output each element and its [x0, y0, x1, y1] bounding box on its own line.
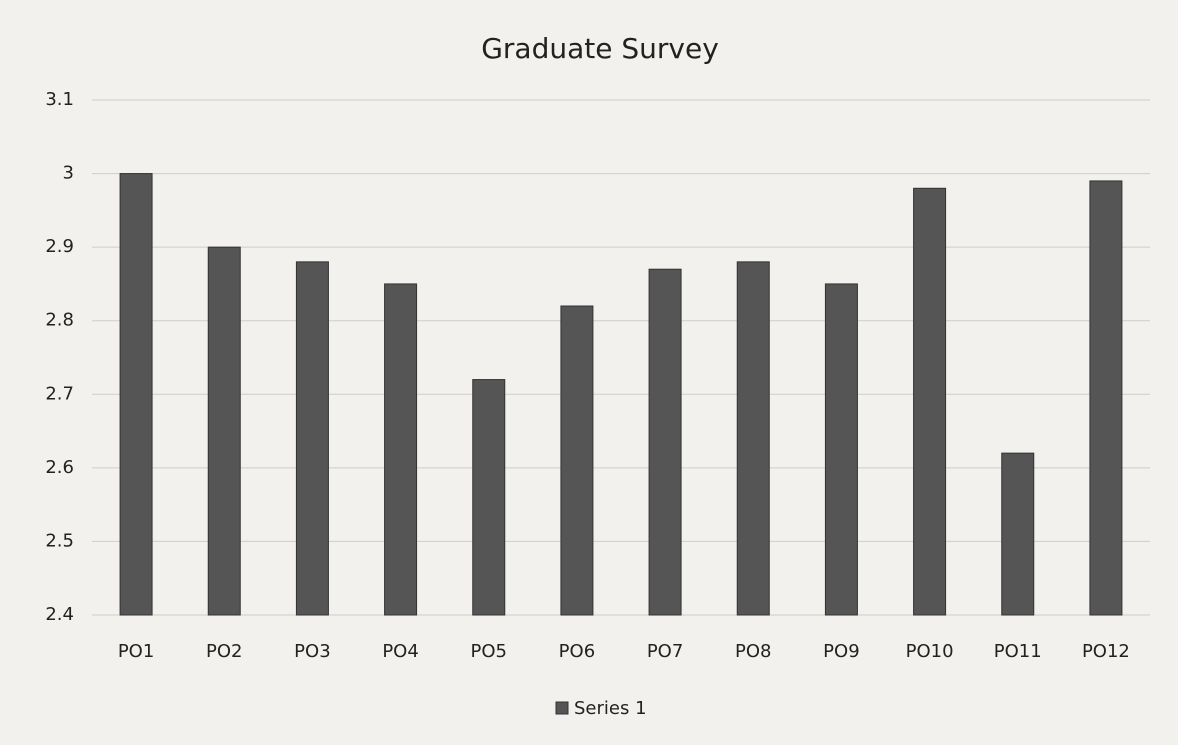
x-tick-label: PO7: [647, 641, 683, 662]
bar: [384, 283, 418, 616]
bar: [736, 261, 770, 616]
x-tick-label: PO3: [294, 641, 330, 662]
x-tick-label: PO12: [1082, 641, 1130, 662]
bar: [1001, 452, 1035, 616]
y-tick-label: 2.4: [45, 604, 74, 625]
x-tick-label: PO11: [994, 641, 1042, 662]
y-tick-label: 3.1: [45, 89, 74, 110]
bar: [560, 305, 594, 616]
x-tick-label: PO5: [471, 641, 507, 662]
y-tick-label: 2.7: [45, 383, 74, 404]
bar: [648, 268, 682, 616]
bar: [1089, 180, 1123, 616]
bar: [207, 246, 241, 616]
y-tick-label: 3: [63, 163, 74, 184]
x-tick-label: PO9: [823, 641, 859, 662]
x-tick-label: PO2: [206, 641, 242, 662]
bar: [824, 283, 858, 616]
bar: [913, 187, 947, 616]
x-tick-label: PO10: [906, 641, 954, 662]
y-tick-label: 2.5: [45, 530, 74, 551]
bar: [119, 173, 153, 616]
chart-title: Graduate Survey: [481, 32, 719, 65]
legend-label: Series 1: [574, 698, 647, 719]
y-tick-label: 2.9: [45, 236, 74, 257]
x-tick-label: PO4: [382, 641, 418, 662]
legend-swatch: [555, 701, 569, 715]
x-tick-label: PO1: [118, 641, 154, 662]
bar: [472, 379, 506, 616]
bar: [295, 261, 329, 616]
y-tick-label: 2.6: [45, 457, 74, 478]
x-tick-label: PO6: [559, 641, 595, 662]
y-tick-label: 2.8: [45, 310, 74, 331]
x-tick-label: PO8: [735, 641, 771, 662]
